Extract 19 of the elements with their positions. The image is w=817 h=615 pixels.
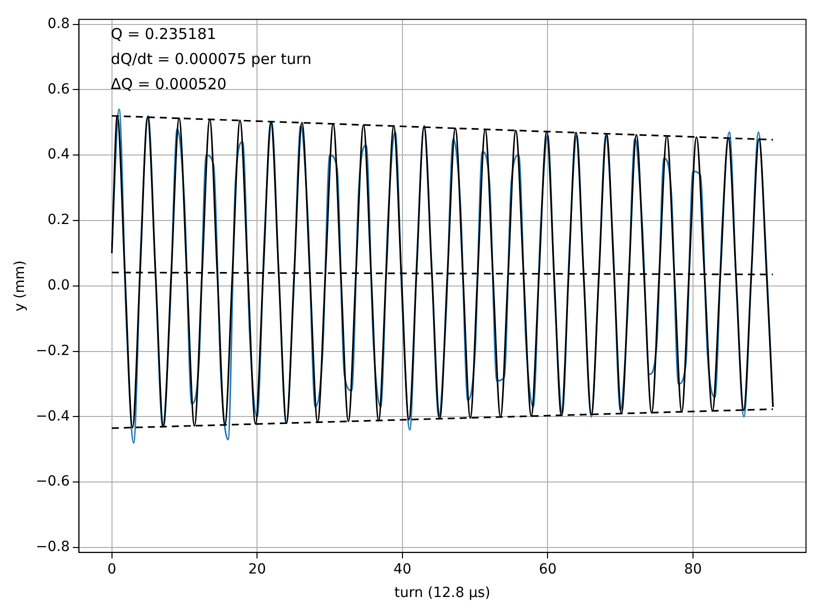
x-tick-label: 0 (107, 561, 116, 578)
x-tick-label: 40 (394, 561, 412, 578)
y-tick-label: 0.2 (48, 212, 70, 228)
y-tick-label: 0.8 (48, 16, 70, 32)
y-tick-label: −0.8 (36, 539, 70, 556)
x-axis-title: turn (12.8 μs) (394, 585, 490, 602)
y-axis-title: y (mm) (12, 260, 28, 312)
y-tick-label: −0.6 (36, 474, 70, 490)
annotation: dQ/dt = 0.000075 per turn (110, 50, 312, 68)
y-tick-label: 0.6 (48, 81, 70, 98)
x-tick-label: 60 (538, 561, 557, 578)
x-tick-label: 20 (248, 561, 266, 578)
x-tick-label: 80 (684, 561, 702, 578)
y-tick-label: −0.4 (36, 408, 70, 424)
y-tick-label: 0.4 (48, 146, 70, 163)
y-tick-label: −0.2 (36, 342, 70, 359)
annotation: ΔQ = 0.000520 (110, 74, 227, 93)
annotation: Q = 0.235181 (110, 24, 216, 43)
y-tick-label: 0.0 (48, 278, 70, 294)
